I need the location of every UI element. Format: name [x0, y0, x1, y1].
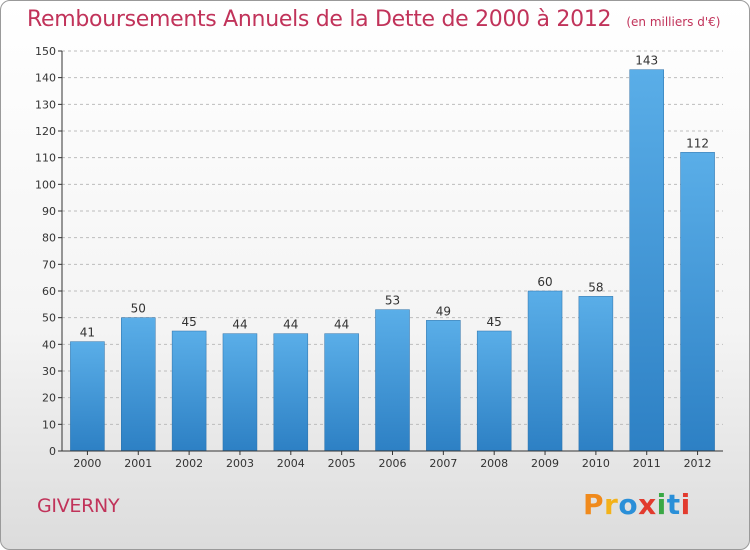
data-label: 50 [131, 302, 146, 316]
bar [273, 333, 309, 452]
data-label: 53 [385, 294, 400, 308]
y-tick-label: 60 [42, 285, 56, 298]
logo-letter: t [666, 488, 681, 521]
logo-letter: P [583, 488, 605, 521]
bar [222, 333, 258, 452]
data-label: 44 [232, 318, 247, 332]
data-label: 45 [181, 315, 196, 329]
y-tick-label: 80 [42, 232, 56, 245]
y-tick-label: 150 [35, 45, 56, 58]
bar [578, 296, 614, 452]
bar [171, 330, 207, 452]
x-tick-label: 2008 [480, 457, 508, 470]
y-tick-label: 130 [35, 98, 56, 111]
x-tick-label: 2005 [328, 457, 356, 470]
data-label: 112 [686, 136, 709, 150]
title-block: Remboursements Annuels de la Dette de 20… [27, 7, 720, 32]
y-tick-label: 120 [35, 125, 56, 138]
logo-letter: i [680, 488, 691, 521]
y-tick-label: 140 [35, 72, 56, 85]
y-tick-label: 40 [42, 338, 56, 351]
bar [70, 341, 105, 452]
chart-subtitle: (en milliers d'€) [626, 15, 721, 29]
x-tick-label: 2000 [73, 457, 101, 470]
logo-letter: x [638, 488, 657, 521]
x-tick-label: 2007 [429, 457, 457, 470]
bars [70, 69, 715, 452]
x-tick-label: 2011 [633, 457, 661, 470]
bar [324, 333, 359, 452]
data-label: 58 [588, 280, 603, 294]
x-tick-label: 2006 [379, 457, 407, 470]
bar [629, 69, 664, 452]
data-label: 45 [487, 315, 502, 329]
data-label: 60 [537, 275, 552, 289]
y-tick-label: 90 [42, 205, 56, 218]
logo-letter: o [618, 488, 639, 521]
x-tick-label: 2012 [684, 457, 712, 470]
data-label: 44 [334, 318, 349, 332]
bar [121, 317, 156, 452]
commune-name: GIVERNY [37, 495, 120, 517]
bar [527, 290, 563, 452]
bar [426, 320, 461, 452]
y-tick-label: 100 [35, 178, 56, 191]
x-tick-label: 2004 [277, 457, 305, 470]
data-label: 44 [283, 318, 298, 332]
labels: 0 10 20 30 40 50 60 70 80 90 100 110 120 130 140 150 41 2… [35, 45, 712, 470]
x-tick-label: 2001 [124, 457, 152, 470]
bar [476, 330, 512, 452]
logo-letter: r [604, 488, 619, 521]
bar [375, 309, 410, 452]
proxiti-logo: Proxiti [583, 488, 691, 521]
y-tick-label: 110 [35, 152, 56, 165]
x-tick-label: 2010 [582, 457, 610, 470]
bar [680, 152, 715, 452]
y-tick-label: 50 [42, 312, 56, 325]
data-label: 49 [436, 304, 451, 318]
y-tick-label: 0 [49, 445, 56, 458]
chart-title: Remboursements Annuels de la Dette de 20… [27, 7, 612, 32]
x-tick-label: 2003 [226, 457, 254, 470]
y-tick-label: 30 [42, 365, 56, 378]
x-tick-label: 2002 [175, 457, 203, 470]
axes [58, 50, 723, 455]
logo-letter: i [656, 488, 667, 521]
y-tick-label: 10 [42, 418, 56, 431]
y-tick-label: 70 [42, 258, 56, 271]
data-label: 143 [635, 54, 658, 68]
x-tick-label: 2009 [531, 457, 559, 470]
y-tick-label: 20 [42, 392, 56, 405]
data-label: 41 [80, 326, 95, 340]
